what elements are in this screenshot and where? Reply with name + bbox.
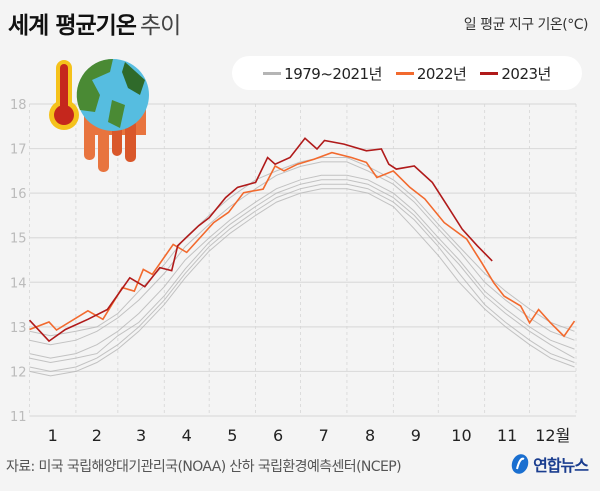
x-tick-label: 11 [497,426,517,445]
chart-legend: 1979~2021년 2022년 2023년 [232,56,582,90]
melting-earth-icon [76,58,149,172]
series-line-1979-2021 [29,188,575,377]
x-tick-label: 6 [273,426,283,445]
x-tick-label: 5 [227,426,237,445]
x-tick-label: 3 [136,426,146,445]
y-tick-label: 11 [10,410,27,425]
series-line-1979-2021 [29,179,575,364]
series-line-1979-2021 [29,183,575,372]
page-title: 세계 평균기온 추이 [8,13,181,39]
y-tick-label: 13 [10,321,27,336]
series-line-2022 [29,151,576,338]
legend-swatch [395,71,414,75]
x-tick-label: 9 [411,426,421,445]
x-tick-label: 8 [365,426,375,445]
x-tick-label: 12월 [535,426,570,445]
x-tick-label: 1 [48,426,58,445]
y-tick-label: 12 [10,365,27,380]
legend-swatch [480,71,499,75]
legend-item-2023: 2023년 [480,63,551,84]
yonhap-logo: 연합뉴스 [510,452,589,476]
y-tick-label: 16 [10,187,27,202]
y-tick-label: 18 [10,98,27,113]
logo-icon [511,454,529,474]
x-tick-label: 4 [182,426,192,445]
unit-label: 일 평균 지구 기온(°C) [463,17,589,33]
thermometer-icon [49,60,79,130]
source-note: 자료: 미국 국립해양대기관리국(NOAA) 산하 국립환경예측센터(NCEP) [6,459,402,475]
series-line-1979-2021 [29,157,575,337]
legend-item-1979-2021: 1979~2021년 [263,63,382,84]
y-tick-label: 14 [10,276,27,291]
x-tick-label: 2 [92,426,102,445]
y-tick-label: 17 [10,143,27,158]
series-line-2023 [28,137,493,343]
title-suffix: 추이 [139,13,181,39]
x-tick-label: 7 [319,426,329,445]
legend-item-2022: 2022년 [395,63,467,84]
series-line-1979-2021 [29,174,575,359]
y-tick-label: 15 [10,232,27,247]
legend-swatch [263,71,282,75]
series-line-1979-2021 [29,161,575,346]
x-tick-label: 10 [451,426,471,445]
climate-icon [49,58,149,172]
